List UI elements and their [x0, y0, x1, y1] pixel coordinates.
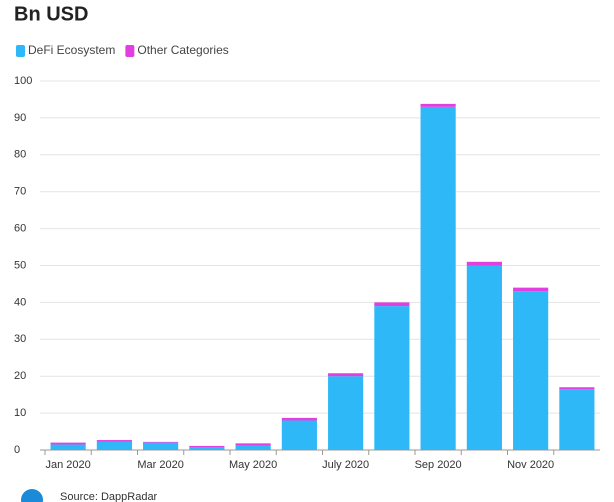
legend-label: Other Categories — [137, 43, 228, 57]
y-tick-label: 70 — [14, 186, 26, 198]
y-tick-label: 80 — [14, 149, 26, 161]
bar-segment — [281, 417, 317, 421]
y-tick-label: 90 — [14, 112, 26, 124]
bar-segment — [420, 103, 456, 107]
bar-segment — [513, 287, 549, 292]
y-tick-label: 20 — [14, 370, 26, 382]
y-tick-label: 30 — [14, 333, 26, 345]
bar-segment — [513, 291, 549, 450]
bar-segment — [50, 442, 86, 445]
x-tick-label: Jan 2020 — [45, 459, 90, 471]
x-tick-label: July 2020 — [322, 459, 369, 471]
x-tick-label: Sep 2020 — [415, 459, 462, 471]
bar-segment — [96, 441, 132, 450]
bar-segment — [50, 444, 86, 450]
x-tick-label: Mar 2020 — [137, 459, 183, 471]
x-tick-label: Nov 2020 — [507, 459, 554, 471]
legend-swatch — [16, 45, 25, 57]
bar-segment — [189, 447, 225, 450]
bar-segment — [281, 420, 317, 450]
y-tick-label: 100 — [14, 75, 32, 87]
bar-segment — [559, 389, 595, 450]
bar-segment — [559, 387, 595, 390]
legend-label: DeFi Ecosystem — [28, 43, 115, 57]
y-tick-label: 10 — [14, 407, 26, 419]
y-tick-label: 60 — [14, 223, 26, 235]
bar-segment — [420, 106, 456, 450]
source: Source: DappRadar — [60, 491, 158, 502]
bar-segment — [328, 376, 364, 450]
source-icon — [21, 489, 43, 502]
chart-title: Bn USD — [14, 3, 88, 25]
bar-segment — [143, 441, 179, 443]
bar-segment — [96, 440, 132, 442]
bar-segment — [143, 442, 179, 450]
y-tick-label: 40 — [14, 296, 26, 308]
bar-segment — [328, 373, 364, 377]
y-tick-label: 50 — [14, 259, 26, 271]
bar-segment — [235, 445, 271, 450]
legend-swatch — [125, 45, 135, 57]
bar-segment — [374, 302, 410, 307]
bar-segment — [466, 261, 502, 266]
bar-segment — [374, 306, 410, 450]
y-tick-label: 0 — [14, 444, 20, 456]
bar-segment — [466, 265, 502, 450]
bar-segment — [189, 445, 225, 448]
x-tick-label: May 2020 — [229, 459, 277, 471]
bar-segment — [235, 443, 271, 446]
